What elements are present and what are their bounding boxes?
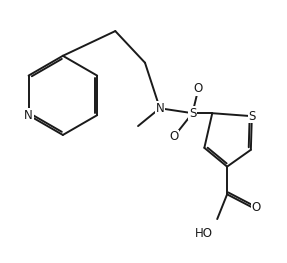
Text: S: S (189, 107, 196, 120)
Text: N: N (24, 109, 33, 122)
Text: O: O (169, 130, 178, 143)
Text: S: S (248, 110, 255, 123)
Text: O: O (251, 201, 260, 214)
Text: HO: HO (195, 227, 213, 240)
Text: O: O (194, 82, 203, 95)
Text: N: N (156, 102, 164, 115)
